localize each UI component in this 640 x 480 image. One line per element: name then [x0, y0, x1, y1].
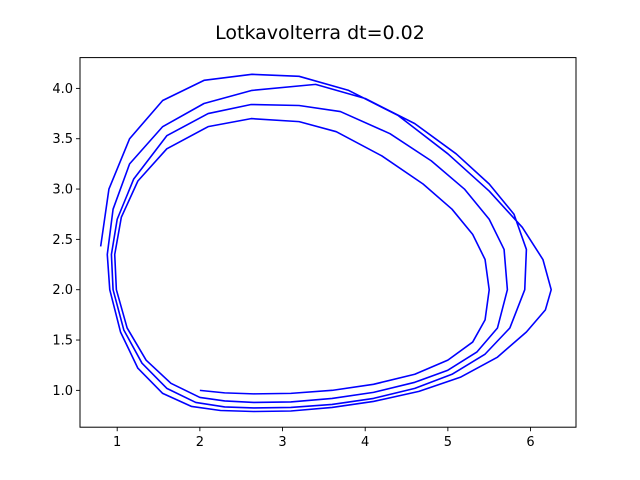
x-tick-label: 4 — [361, 435, 369, 450]
y-tick-label: 1.5 — [52, 334, 73, 349]
axes-layer: 1 2 3 4 5 6 1.0 1.5 2.0 2.5 3.0 3.5 4.0 — [52, 82, 534, 450]
y-tick-label: 2.5 — [52, 233, 73, 248]
x-tick-label: 5 — [444, 435, 452, 450]
chart-title: Lotkavolterra dt=0.02 — [215, 22, 425, 44]
y-tick-label: 2.0 — [52, 283, 73, 298]
series-layer — [99, 73, 552, 413]
y-tick-label: 3.5 — [52, 132, 73, 147]
series-line-0 — [99, 73, 552, 413]
y-tick-label: 4.0 — [52, 82, 73, 97]
plot-area — [80, 57, 576, 428]
x-tick-label: 2 — [196, 435, 204, 450]
y-tick-label: 1.0 — [52, 384, 73, 399]
x-tick-label: 3 — [278, 435, 286, 450]
x-tick-label: 6 — [526, 435, 534, 450]
plot-frame — [79, 57, 577, 428]
x-tick-label: 1 — [113, 435, 121, 450]
y-tick-label: 3.0 — [52, 183, 73, 198]
